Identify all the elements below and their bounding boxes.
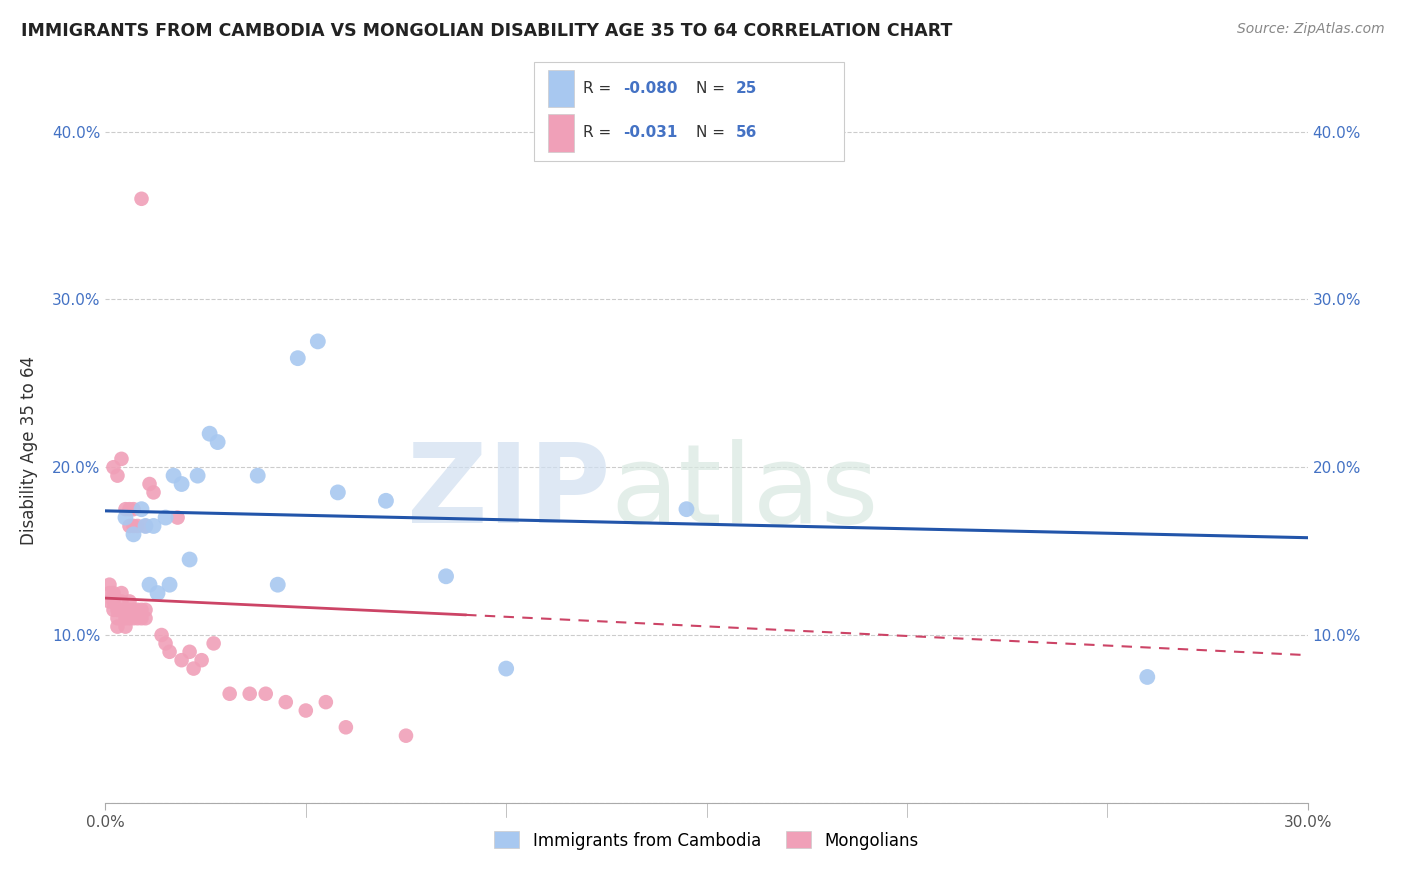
Point [103, 603, 125, 617]
Point [103, 586, 125, 600]
Text: atlas: atlas [610, 439, 879, 546]
Point [162, 468, 184, 483]
Point [207, 435, 229, 450]
Point [127, 519, 149, 533]
Point [335, 720, 357, 734]
Point [118, 594, 141, 608]
Point [307, 334, 329, 349]
Point [107, 468, 129, 483]
Point [495, 662, 517, 676]
Point [315, 695, 337, 709]
Point [122, 519, 145, 533]
Point [110, 594, 132, 608]
Point [110, 451, 132, 466]
Point [218, 687, 240, 701]
Point [122, 502, 145, 516]
Point [170, 477, 193, 491]
Point [434, 569, 457, 583]
Text: -0.031: -0.031 [623, 126, 678, 140]
Point [118, 603, 141, 617]
Point [198, 426, 221, 441]
Point [122, 603, 145, 617]
Point [190, 653, 212, 667]
Point [110, 603, 132, 617]
Point [146, 586, 169, 600]
Point [183, 662, 205, 676]
Point [159, 577, 181, 591]
Point [135, 611, 157, 625]
Point [98, 586, 121, 600]
Text: -0.080: -0.080 [623, 81, 678, 95]
Text: N =: N = [696, 126, 730, 140]
Point [274, 695, 297, 709]
Point [675, 502, 697, 516]
Point [135, 519, 157, 533]
Point [254, 687, 277, 701]
Point [98, 594, 121, 608]
Text: 56: 56 [735, 126, 756, 140]
Point [287, 351, 309, 366]
Point [131, 603, 153, 617]
Point [127, 611, 149, 625]
Point [118, 611, 141, 625]
Point [110, 586, 132, 600]
Point [1136, 670, 1159, 684]
Point [187, 468, 209, 483]
Point [179, 552, 201, 566]
Point [118, 519, 141, 533]
Point [166, 510, 188, 524]
Text: ZIP: ZIP [406, 439, 610, 546]
Point [142, 485, 165, 500]
Point [138, 477, 160, 491]
Point [127, 603, 149, 617]
Point [142, 519, 165, 533]
Point [267, 577, 290, 591]
Point [150, 628, 173, 642]
Y-axis label: Disability Age 35 to 64: Disability Age 35 to 64 [20, 356, 38, 545]
Point [202, 636, 225, 650]
Point [138, 577, 160, 591]
Point [107, 611, 129, 625]
Point [131, 502, 153, 516]
Point [155, 510, 177, 524]
Point [135, 519, 157, 533]
Text: R =: R = [583, 126, 617, 140]
Legend: Immigrants from Cambodia, Mongolians: Immigrants from Cambodia, Mongolians [486, 823, 927, 858]
Point [326, 485, 349, 500]
Point [246, 468, 269, 483]
Point [114, 611, 136, 625]
Point [239, 687, 262, 701]
Point [114, 502, 136, 516]
Point [103, 594, 125, 608]
Point [114, 510, 136, 524]
Point [131, 611, 153, 625]
Text: R =: R = [583, 81, 617, 95]
Point [98, 577, 121, 591]
Point [114, 620, 136, 634]
Text: IMMIGRANTS FROM CAMBODIA VS MONGOLIAN DISABILITY AGE 35 TO 64 CORRELATION CHART: IMMIGRANTS FROM CAMBODIA VS MONGOLIAN DI… [21, 22, 952, 40]
Point [179, 645, 201, 659]
Text: Source: ZipAtlas.com: Source: ZipAtlas.com [1237, 22, 1385, 37]
Point [375, 493, 398, 508]
Point [395, 729, 418, 743]
Text: 25: 25 [735, 81, 756, 95]
Point [295, 704, 318, 718]
Text: N =: N = [696, 81, 730, 95]
Point [131, 192, 153, 206]
Point [122, 611, 145, 625]
Point [107, 620, 129, 634]
Point [155, 636, 177, 650]
Point [107, 603, 129, 617]
Point [118, 502, 141, 516]
Point [170, 653, 193, 667]
Point [114, 603, 136, 617]
Point [159, 645, 181, 659]
Point [122, 527, 145, 541]
Point [103, 460, 125, 475]
Point [135, 603, 157, 617]
